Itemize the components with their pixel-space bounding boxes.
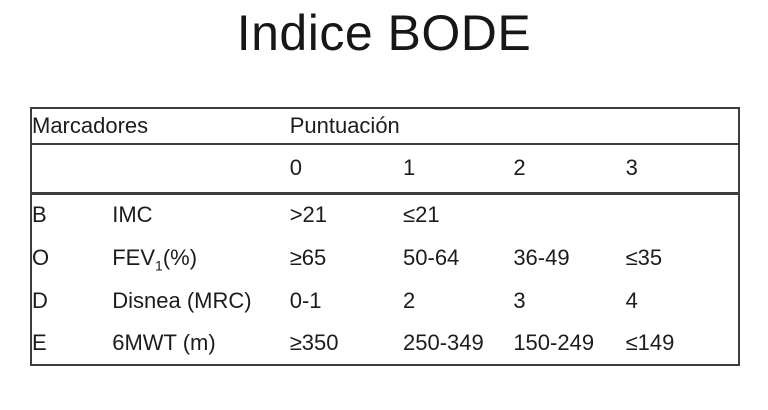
score-cell-3: ≤149 (625, 330, 675, 355)
table-row-d: D Disnea (MRC) 0-1 2 3 4 (31, 279, 739, 322)
score-cell-2 (513, 193, 625, 236)
marker-text-post: (%) (162, 244, 198, 270)
table-header-row: Marcadores Puntuación (31, 108, 739, 145)
score-cell-1: 2 (403, 287, 416, 313)
marker-text: FEV (112, 244, 156, 270)
score-cell-3: ≤35 (625, 244, 663, 270)
score-header-3: 3 (625, 144, 739, 195)
score-cell-0: ≥65 (289, 244, 327, 270)
page-title: Indice BODE (236, 5, 532, 61)
table-row-e: E 6MWT (m) ≥350 250-349 150-249 ≤149 (31, 322, 739, 365)
row-letter: O (32, 244, 50, 270)
score-cell-3: 4 (625, 287, 638, 313)
score-cell-2: 36-49 (513, 244, 570, 270)
table-row-o: O FEV1(%) ≥65 50-64 36-49 ≤35 (31, 236, 739, 279)
marker-subscript: 1 (155, 256, 163, 273)
row-marker-name: FEV1(%) (112, 236, 289, 279)
score-cell-2: 150-249 (513, 330, 595, 355)
score-cell-1: ≤21 (403, 202, 440, 228)
row-letter: B (32, 202, 47, 228)
row-marker-name: IMC (112, 193, 289, 236)
score-header-0: 0 (289, 144, 404, 195)
score-cell-3 (626, 193, 739, 236)
header-marcadores: Marcadores (31, 108, 290, 145)
header-puntuacion: Puntuación (289, 108, 739, 145)
score-cell-2: 3 (513, 287, 526, 313)
marker-text: IMC (112, 202, 153, 228)
row-marker-name: 6MWT (m) (112, 322, 289, 365)
row-letter: E (32, 330, 47, 355)
table-row-b: B IMC >21 ≤21 (31, 193, 739, 236)
score-cell-1: 50-64 (403, 244, 460, 270)
score-cell-1: 250-349 (403, 330, 484, 355)
row-marker-name: Disnea (MRC) (112, 279, 289, 322)
score-cell-0: ≥350 (289, 330, 339, 355)
score-header-2: 2 (513, 144, 626, 195)
score-cell-0: 0-1 (289, 287, 322, 313)
score-header-1: 1 (403, 144, 514, 195)
row-letter: D (32, 287, 48, 313)
marker-text: Disnea (MRC) (112, 287, 252, 313)
score-header-row: 0 1 2 3 (31, 144, 739, 195)
score-header-empty (31, 144, 290, 195)
score-cell-0: >21 (289, 202, 328, 228)
marker-text: 6MWT (m) (112, 330, 216, 355)
bode-table: Marcadores Puntuación 0 1 2 3 B IMC >21 … (30, 107, 740, 366)
